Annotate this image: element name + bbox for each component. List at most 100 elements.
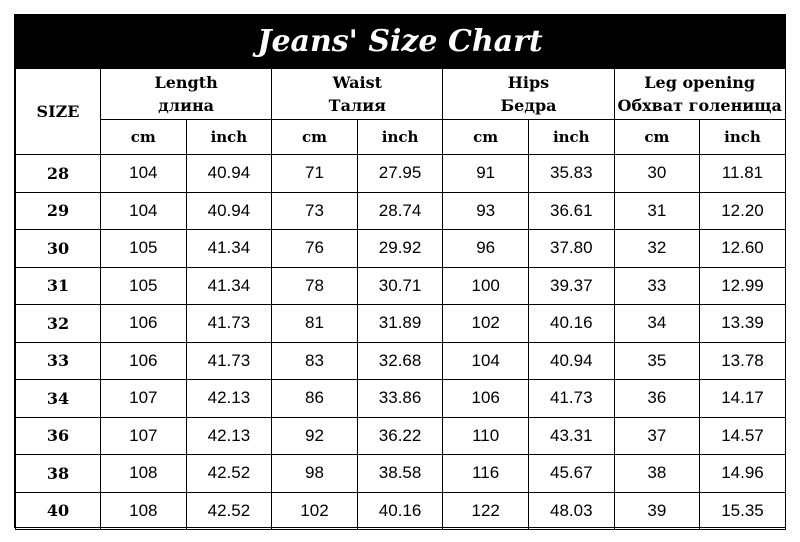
measurement-cell: 83 (271, 341, 358, 380)
chart-title: Jeans' Size Chart (15, 15, 785, 68)
measurement-cell: 108 (100, 491, 187, 530)
size-cell: 30 (15, 229, 101, 268)
measurement-cell: 14.96 (699, 454, 786, 493)
measurement-cell: 104 (100, 191, 187, 230)
size-cell: 33 (15, 341, 101, 380)
measurement-cell: 14.57 (699, 416, 786, 455)
table-row: 30 105 41.34 76 29.92 96 37.80 32 12.60 (15, 229, 786, 268)
measurement-cell: 28.74 (356, 191, 444, 230)
measurement-cell: 107 (100, 379, 187, 418)
measurement-cell: 36 (613, 379, 701, 418)
measurement-cell: 110 (442, 416, 529, 455)
table-row: 34 107 42.13 86 33.86 106 41.73 36 14.17 (15, 379, 786, 418)
size-table: SIZE Length длина Waist Талия Hips Бедра Leg o… (15, 68, 786, 530)
measurement-cell: 33 (613, 266, 701, 305)
measurement-cell: 106 (100, 341, 187, 380)
table-row: 33 106 41.73 83 32.68 104 40.94 35 13.78 (15, 341, 786, 380)
measurement-cell: 35 (613, 341, 701, 380)
measurement-cell: 104 (100, 154, 187, 193)
group-label-ru: Талия (328, 96, 386, 115)
size-chart: Jeans' Size Chart SIZE Length длина Waist Т… (14, 14, 786, 530)
table-row: 38 108 42.52 98 38.58 116 45.67 38 14.96 (15, 454, 786, 493)
measurement-cell: 116 (442, 454, 529, 493)
group-header: Length длина (99, 68, 273, 120)
size-column-header: SIZE (15, 68, 101, 155)
measurement-cell: 30 (613, 154, 701, 193)
measurement-cell: 34 (613, 304, 701, 343)
measurement-cell: 96 (442, 229, 529, 268)
measurement-cell: 12.99 (699, 266, 786, 305)
measurement-cell: 92 (271, 416, 358, 455)
measurement-cell: 93 (442, 191, 529, 230)
measurement-cell: 12.60 (699, 229, 786, 268)
size-cell: 34 (15, 379, 101, 418)
measurement-cell: 122 (442, 491, 529, 530)
group-label-en: Hips (507, 73, 550, 92)
unit-header: inch (699, 119, 786, 155)
header-row-groups: SIZE Length длина Waist Талия Hips Бедра Leg o… (15, 68, 786, 155)
measurement-cell: 38 (613, 454, 701, 493)
size-cell: 38 (15, 454, 101, 493)
size-cell: 31 (15, 266, 101, 305)
measurement-cell: 40.16 (356, 491, 444, 530)
measurement-cell: 102 (271, 491, 358, 530)
group-header: Leg opening Обхват голенища (613, 68, 786, 120)
measurement-cell: 11.81 (699, 154, 786, 193)
measurement-cell: 104 (442, 341, 529, 380)
table-row: 40 108 42.52 102 40.16 122 48.03 39 15.35 (15, 491, 786, 530)
measurement-cell: 41.34 (185, 266, 273, 305)
measurement-cell: 31.89 (356, 304, 444, 343)
measurement-cell: 42.52 (185, 491, 273, 530)
measurement-cell: 102 (442, 304, 529, 343)
measurement-cell: 12.20 (699, 191, 786, 230)
measurement-cell: 39.37 (527, 266, 615, 305)
unit-header: inch (527, 119, 615, 155)
measurement-cell: 30.71 (356, 266, 444, 305)
measurement-cell: 40.94 (185, 191, 273, 230)
measurement-cell: 91 (442, 154, 529, 193)
measurement-cell: 32 (613, 229, 701, 268)
group-label-en: Length (154, 73, 218, 92)
measurement-cell: 106 (442, 379, 529, 418)
measurement-cell: 31 (613, 191, 701, 230)
measurement-cell: 36.61 (527, 191, 615, 230)
measurement-cell: 40.94 (185, 154, 273, 193)
measurement-cell: 40.16 (527, 304, 615, 343)
measurement-cell: 42.52 (185, 454, 273, 493)
measurement-cell: 14.17 (699, 379, 786, 418)
measurement-cell: 42.13 (185, 416, 273, 455)
unit-header: inch (356, 119, 444, 155)
size-cell: 28 (15, 154, 101, 193)
measurement-cell: 38.58 (356, 454, 444, 493)
measurement-cell: 73 (271, 191, 358, 230)
measurement-cell: 42.13 (185, 379, 273, 418)
measurement-cell: 13.39 (699, 304, 786, 343)
measurement-cell: 107 (100, 416, 187, 455)
measurement-cell: 108 (100, 454, 187, 493)
measurement-cell: 37.80 (527, 229, 615, 268)
measurement-cell: 35.83 (527, 154, 615, 193)
table-row: 32 106 41.73 81 31.89 102 40.16 34 13.39 (15, 304, 786, 343)
size-cell: 36 (15, 416, 101, 455)
measurement-cell: 98 (271, 454, 358, 493)
table-row: 28 104 40.94 71 27.95 91 35.83 30 11.81 (15, 154, 786, 193)
measurement-cell: 36.22 (356, 416, 444, 455)
size-cell: 32 (15, 304, 101, 343)
measurement-cell: 40.94 (527, 341, 615, 380)
measurement-cell: 33.86 (356, 379, 444, 418)
unit-header: cm (100, 119, 187, 155)
measurement-cell: 37 (613, 416, 701, 455)
unit-header: cm (442, 119, 529, 155)
header-row-units: cm inch cm inch cm inch cm inch (16, 119, 786, 155)
group-header: Waist Талия (271, 68, 444, 120)
unit-header: inch (185, 119, 273, 155)
measurement-cell: 105 (100, 266, 187, 305)
measurement-cell: 78 (271, 266, 358, 305)
measurement-cell: 45.67 (527, 454, 615, 493)
measurement-cell: 43.31 (527, 416, 615, 455)
measurement-cell: 81 (271, 304, 358, 343)
group-label-ru: длина (158, 96, 215, 115)
unit-header: cm (271, 119, 358, 155)
size-cell: 29 (15, 191, 101, 230)
measurement-cell: 86 (271, 379, 358, 418)
